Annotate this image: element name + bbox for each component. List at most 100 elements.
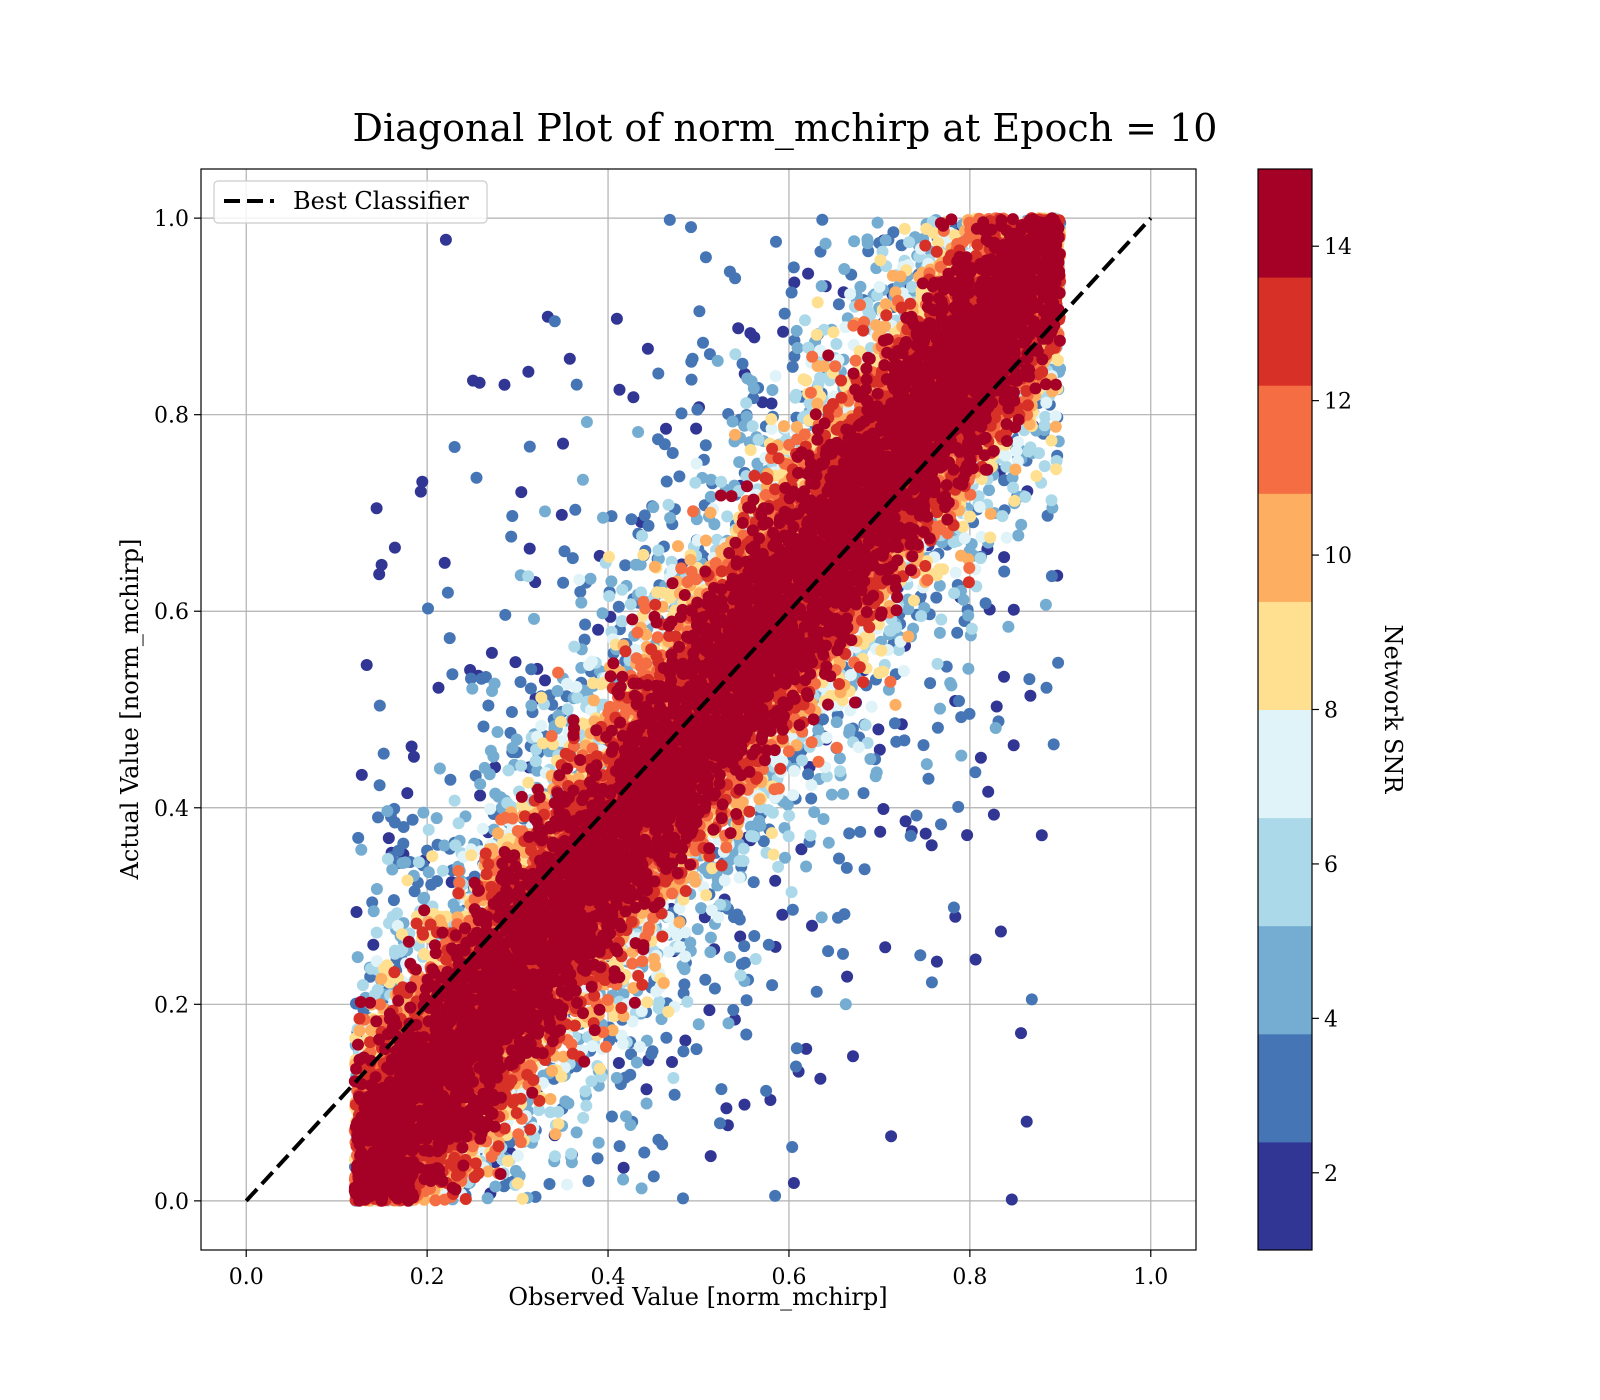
scatter-point xyxy=(525,663,538,676)
scatter-point xyxy=(899,815,912,828)
scatter-point xyxy=(790,1042,803,1055)
scatter-point xyxy=(877,803,890,815)
scatter-point xyxy=(715,1083,728,1096)
scatter-point xyxy=(425,878,438,891)
scatter-point xyxy=(931,657,944,670)
scatter-point xyxy=(965,622,978,635)
scatter-point xyxy=(935,818,947,831)
scatter-point xyxy=(786,1141,799,1153)
scatter-point xyxy=(816,213,829,226)
scatter-point xyxy=(830,716,843,729)
scatter-point xyxy=(562,1097,575,1110)
scatter-point xyxy=(740,994,753,1007)
scatter-point xyxy=(962,662,975,675)
scatter-point xyxy=(489,1180,502,1193)
scatter-point xyxy=(386,863,399,876)
scatter-point xyxy=(473,376,486,389)
scatter-point xyxy=(551,685,564,697)
scatter-point xyxy=(690,422,703,435)
scatter-point xyxy=(729,348,742,361)
scatter-point xyxy=(605,1110,618,1123)
scatter-point xyxy=(592,623,605,636)
scatter-point xyxy=(616,615,629,628)
scatter-point xyxy=(666,1056,678,1068)
scatter-point xyxy=(1025,993,1038,1006)
scatter-point xyxy=(879,234,892,247)
scatter-point xyxy=(815,911,828,924)
scatter-point xyxy=(924,677,937,690)
scatter-point xyxy=(914,949,927,962)
scatter-point xyxy=(871,216,884,229)
scatter-point xyxy=(840,861,853,874)
scatter-point xyxy=(822,836,835,849)
scatter-point xyxy=(699,973,712,986)
scatter-point xyxy=(407,750,420,763)
scatter-point xyxy=(982,785,995,798)
scatter-point xyxy=(575,596,588,609)
scatter-point xyxy=(690,1043,703,1056)
scatter-point xyxy=(412,856,425,869)
scatter-points xyxy=(348,212,1067,1207)
scatter-point xyxy=(481,1192,494,1205)
scatter-point xyxy=(925,976,938,989)
plot-area: 0.0 0.2 0.4 0.6 0.8 1.0 0.00.20.40.60.81.0 xyxy=(154,168,1197,1290)
scatter-point xyxy=(766,384,779,396)
scatter-point xyxy=(987,808,1000,821)
scatter-point xyxy=(394,945,407,958)
scatter-point xyxy=(1020,1115,1033,1128)
scatter-point xyxy=(874,825,887,838)
scatter-point xyxy=(1040,681,1053,694)
scatter-point xyxy=(563,352,576,365)
scatter-point xyxy=(488,677,501,690)
scatter-point xyxy=(833,752,846,765)
scatter-point xyxy=(703,348,716,361)
scatter-point xyxy=(664,511,677,524)
scatter-point xyxy=(1038,460,1051,473)
scatter-point xyxy=(715,475,728,488)
scatter-point xyxy=(557,437,569,450)
scatter-point xyxy=(786,360,799,373)
scatter-point xyxy=(617,1173,630,1186)
scatter-point xyxy=(417,806,430,819)
scatter-point xyxy=(962,609,975,622)
scatter-point xyxy=(685,221,697,234)
scatter-point xyxy=(969,953,982,966)
scatter-point xyxy=(370,883,383,895)
scatter-point xyxy=(869,770,882,783)
scatter-point xyxy=(653,995,666,1008)
scatter-point xyxy=(401,787,414,800)
scatter-point xyxy=(381,853,394,865)
scatter-point xyxy=(925,839,938,852)
scatter-point xyxy=(857,787,870,800)
scatter-point xyxy=(822,945,835,958)
scatter-point xyxy=(756,396,769,409)
scatter-point xyxy=(640,1083,653,1096)
scatter-point xyxy=(660,475,673,488)
scatter-point xyxy=(373,568,386,581)
scatter-point xyxy=(647,501,660,514)
scatter-point xyxy=(998,670,1010,683)
scatter-point xyxy=(396,857,409,869)
scatter-point xyxy=(388,541,401,554)
scatter-point xyxy=(787,261,800,274)
scatter-point xyxy=(903,236,916,249)
scatter-point xyxy=(1045,570,1058,583)
scatter-point xyxy=(506,510,519,522)
scatter-point xyxy=(509,656,522,669)
scatter-point xyxy=(843,723,856,736)
scatter-point xyxy=(418,891,431,904)
scatter-point xyxy=(931,721,944,734)
scatter-point xyxy=(714,1117,726,1130)
scatter-point xyxy=(474,778,487,791)
scatter-point xyxy=(734,969,747,982)
scatter-point xyxy=(679,1034,692,1047)
scatter-point xyxy=(620,1110,632,1123)
scatter-point xyxy=(1015,518,1028,531)
scatter-point xyxy=(989,722,1002,734)
scatter-point xyxy=(662,498,675,511)
scatter-point xyxy=(449,839,462,852)
scatter-point xyxy=(524,682,537,695)
scatter-point xyxy=(786,903,799,916)
scatter-point xyxy=(612,1057,625,1069)
scatter-point xyxy=(528,612,540,625)
